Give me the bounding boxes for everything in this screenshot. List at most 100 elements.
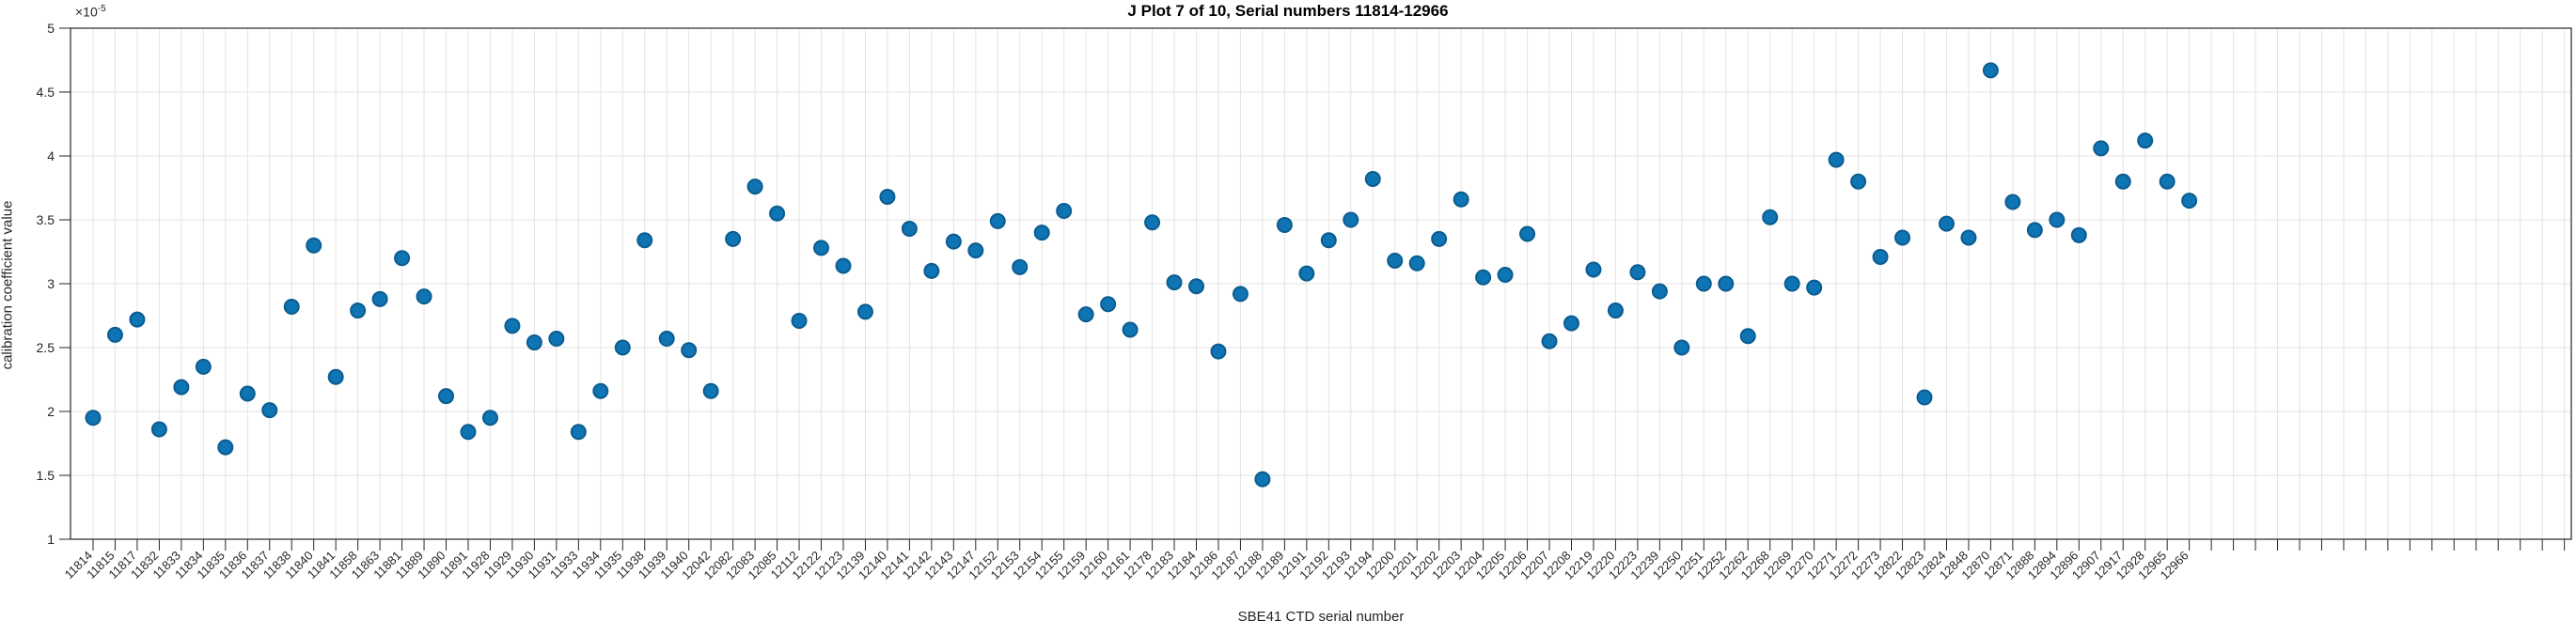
data-point [106,326,123,343]
data-point [901,221,918,238]
y-tick-label: 4 [47,148,55,163]
x-axis-label: SBE41 CTD serial number [1237,609,1405,625]
data-point [129,311,146,328]
y-tick-label: 2 [47,404,55,419]
data-point [1541,333,1558,349]
data-point [570,424,587,441]
data-point [526,334,542,351]
data-point [1894,229,1911,246]
y-tick-label: 3 [47,276,55,291]
data-point [504,318,521,334]
data-point [1762,209,1779,225]
data-point [1938,215,1955,232]
y-tick-label: 5 [47,21,55,36]
data-point [923,262,940,279]
data-point [1982,62,1999,79]
data-point [1364,170,1381,187]
data-point [1497,266,1514,283]
data-point [856,303,873,320]
data-point [2137,132,2154,149]
data-point [2114,173,2131,190]
data-point [371,290,388,307]
data-point [239,385,256,402]
data-point [636,232,653,249]
data-point [438,388,455,405]
data-point [769,205,786,222]
data-point [2049,211,2066,228]
data-point [1673,339,1690,356]
data-point [548,330,565,347]
y-tick-label: 3.5 [37,212,55,227]
data-point [2026,222,2043,239]
data-point [1585,261,1602,278]
data-point [261,402,278,419]
data-point [173,379,190,396]
data-point [1387,253,1404,270]
data-point [1122,321,1139,338]
data-point [394,250,411,267]
y-axis-exponent-label: ×10-5 [75,4,106,20]
exponent-power: -5 [97,4,106,14]
data-point [327,368,344,385]
data-point [1475,269,1492,286]
data-point [460,424,477,441]
data-point [2093,140,2110,157]
data-point [1960,229,1977,246]
data-point [1739,328,1756,345]
data-point [592,382,609,399]
data-point [835,257,852,274]
y-axis-label: calibration coefficient value [0,200,16,370]
data-point [1033,225,1050,241]
data-point [1695,275,1712,292]
data-point [1012,258,1029,275]
y-tick-label: 4.5 [37,85,55,100]
data-point [1563,315,1579,332]
data-point [1916,389,1933,406]
data-point [1783,275,1800,292]
plot-box [70,27,2572,540]
data-point [791,312,808,329]
data-point [1629,264,1646,281]
data-point [1806,279,1823,296]
exponent-base: ×10 [75,4,98,20]
data-point [1276,216,1293,233]
data-point [746,178,763,195]
y-tick-label: 1.5 [37,468,55,483]
data-point [1188,278,1204,295]
data-point [1453,191,1469,208]
data-point [1320,232,1337,249]
data-point [2070,226,2087,243]
data-point [1144,214,1161,231]
data-point [1254,471,1271,488]
data-point [967,242,984,259]
data-point [813,240,830,256]
data-point [350,302,367,319]
data-point [1828,151,1845,168]
data-point [1210,343,1227,360]
data-point [879,189,896,206]
data-point [1607,302,1624,319]
data-point [2181,193,2198,209]
data-point [481,410,498,427]
data-point [1166,274,1183,291]
data-point [681,342,698,359]
data-point [1408,255,1425,271]
data-point [1872,248,1889,265]
data-point [1519,225,1536,242]
data-point [1232,286,1249,302]
y-tick-label: 1 [47,532,55,547]
data-point [1651,283,1668,300]
data-point [1077,306,1094,323]
data-point [658,330,675,347]
y-tick-label: 2.5 [37,340,55,355]
data-point [150,421,167,438]
data-point [1343,211,1359,228]
data-point [195,358,212,375]
data-point [85,410,102,427]
data-point [1298,265,1315,282]
data-point [1431,230,1448,247]
data-point [1056,202,1073,219]
data-point [283,298,300,315]
